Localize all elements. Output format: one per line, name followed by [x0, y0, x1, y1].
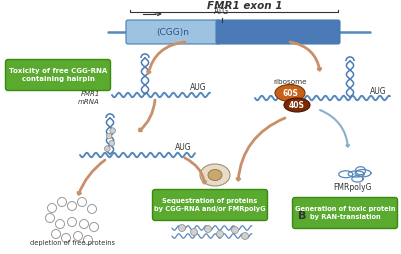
- Circle shape: [55, 219, 65, 229]
- FancyBboxPatch shape: [292, 198, 397, 229]
- Circle shape: [47, 203, 57, 213]
- Text: FMRpolyG: FMRpolyG: [334, 183, 372, 193]
- Circle shape: [89, 223, 99, 231]
- Text: 40S: 40S: [289, 101, 305, 109]
- Text: AUG: AUG: [175, 144, 191, 152]
- Text: B: B: [298, 211, 306, 221]
- Text: AUG: AUG: [190, 84, 206, 92]
- FancyBboxPatch shape: [126, 20, 220, 44]
- Text: A: A: [6, 70, 14, 80]
- Text: (CGG)n: (CGG)n: [156, 27, 190, 37]
- Circle shape: [178, 225, 186, 231]
- Ellipse shape: [275, 85, 305, 102]
- Circle shape: [83, 235, 93, 245]
- Ellipse shape: [208, 169, 222, 181]
- Circle shape: [110, 128, 115, 133]
- Text: ribosome: ribosome: [273, 79, 307, 85]
- Text: 60S: 60S: [282, 88, 298, 98]
- Circle shape: [231, 227, 239, 233]
- Text: Sequestration of proteins
by CGG-RNA and/or FMRpolyG: Sequestration of proteins by CGG-RNA and…: [154, 198, 266, 212]
- Text: FMR1 exon 1: FMR1 exon 1: [207, 1, 283, 11]
- Text: Toxicity of free CGG-RNA
containing hairpin: Toxicity of free CGG-RNA containing hair…: [9, 68, 107, 82]
- Circle shape: [190, 229, 198, 235]
- Text: Generation of toxic protein
by RAN-translation: Generation of toxic protein by RAN-trans…: [295, 206, 395, 220]
- Circle shape: [79, 219, 89, 229]
- Circle shape: [217, 230, 223, 237]
- Circle shape: [45, 214, 55, 223]
- Circle shape: [106, 133, 112, 139]
- Circle shape: [77, 198, 87, 207]
- Circle shape: [67, 201, 77, 211]
- FancyBboxPatch shape: [152, 189, 267, 220]
- Circle shape: [205, 226, 211, 232]
- Ellipse shape: [200, 164, 230, 186]
- FancyBboxPatch shape: [6, 59, 111, 90]
- Circle shape: [109, 140, 115, 146]
- Circle shape: [87, 204, 97, 214]
- Ellipse shape: [284, 98, 310, 112]
- Text: depletion of free proteins: depletion of free proteins: [30, 240, 115, 246]
- Circle shape: [105, 146, 110, 151]
- Circle shape: [67, 217, 77, 227]
- Circle shape: [51, 230, 61, 239]
- Circle shape: [241, 232, 249, 240]
- Text: ATG: ATG: [215, 7, 229, 16]
- Circle shape: [57, 198, 67, 207]
- FancyBboxPatch shape: [216, 20, 340, 44]
- Text: AUG: AUG: [370, 87, 386, 96]
- Circle shape: [73, 231, 83, 241]
- Text: FMR1
mRNA: FMR1 mRNA: [78, 91, 100, 105]
- Circle shape: [61, 233, 71, 243]
